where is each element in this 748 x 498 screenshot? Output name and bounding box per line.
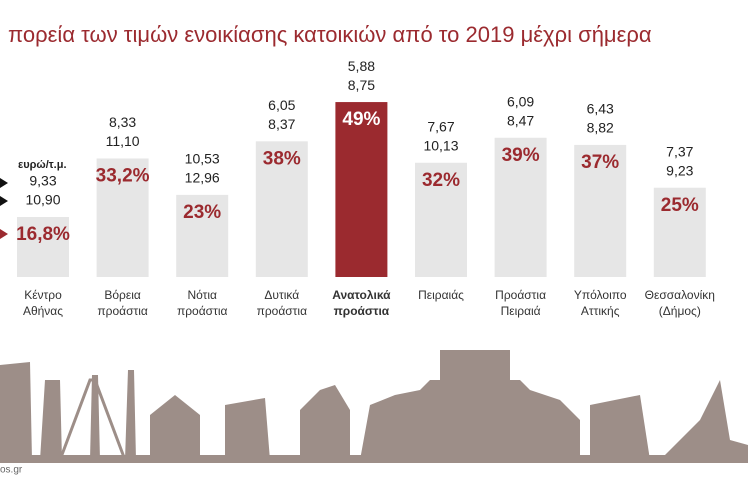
price-2019: 10,53 bbox=[185, 151, 220, 167]
value-label: 32% bbox=[422, 170, 460, 191]
bar bbox=[494, 137, 547, 277]
bar bbox=[415, 162, 467, 277]
value-label: 33,2% bbox=[96, 165, 150, 186]
legend-arrows bbox=[0, 178, 8, 239]
price-now: 9,23 bbox=[666, 162, 693, 178]
value-label: 38% bbox=[263, 148, 301, 169]
price-2019: 7,67 bbox=[427, 118, 454, 134]
category-label: Βόρεια bbox=[104, 288, 141, 302]
value-label: 25% bbox=[661, 195, 699, 216]
value-label: 39% bbox=[502, 145, 540, 166]
unit-label: ευρώ/τ.μ. bbox=[18, 159, 67, 171]
bar bbox=[574, 144, 627, 277]
value-label: 49% bbox=[342, 109, 380, 130]
price-now: 11,10 bbox=[106, 133, 140, 149]
category-label: προάστια bbox=[177, 304, 228, 318]
price-now: 10,13 bbox=[423, 137, 458, 153]
category-label: προάστια bbox=[257, 304, 308, 318]
price-now: 8,37 bbox=[268, 116, 295, 132]
category-label: Υπόλοιπο bbox=[574, 288, 627, 302]
price-2019: 6,43 bbox=[587, 101, 614, 117]
value-label: 23% bbox=[183, 202, 221, 223]
price-now: 10,90 bbox=[25, 192, 60, 208]
price-now: 8,82 bbox=[587, 120, 614, 136]
category-label: Αθήνας bbox=[23, 304, 63, 318]
price-2019: 9,33 bbox=[29, 173, 56, 189]
price-now: 12,96 bbox=[185, 170, 220, 186]
category-label: Δυτικά bbox=[264, 288, 299, 302]
category-label: Κέντρο bbox=[24, 288, 62, 302]
category-label: προάστια bbox=[334, 304, 390, 318]
chart-title: πορεία των τιμών ενοικίασης κατοικιών απ… bbox=[8, 22, 652, 47]
bar bbox=[17, 217, 69, 277]
category-label: Αττικής bbox=[581, 304, 620, 318]
price-2019: 5,88 bbox=[348, 58, 375, 74]
category-label: Νότια bbox=[187, 288, 217, 302]
price-2019: 6,05 bbox=[268, 97, 295, 113]
bar bbox=[255, 141, 308, 277]
category-label: προάστια bbox=[97, 304, 148, 318]
price-2019: 7,37 bbox=[666, 143, 693, 159]
bar bbox=[335, 102, 388, 277]
skyline bbox=[0, 350, 748, 463]
category-label: Πειραιά bbox=[501, 304, 541, 318]
price-now: 8,47 bbox=[507, 112, 534, 128]
source: os.gr bbox=[0, 465, 23, 476]
category-label: (Δήμος) bbox=[659, 304, 701, 318]
category-label: Πειραιάς bbox=[418, 288, 464, 302]
price-2019: 8,33 bbox=[109, 114, 136, 130]
category-label: Ανατολικά bbox=[332, 288, 391, 302]
bar bbox=[176, 194, 229, 277]
price-now: 8,75 bbox=[348, 77, 375, 93]
price-2019: 6,09 bbox=[507, 93, 534, 109]
category-label: Θεσσαλονίκη bbox=[645, 288, 715, 302]
value-label: 16,8% bbox=[16, 224, 70, 245]
bar bbox=[653, 187, 706, 277]
category-label: Προάστια bbox=[495, 288, 546, 302]
bar bbox=[96, 158, 149, 277]
value-label: 37% bbox=[581, 152, 619, 173]
